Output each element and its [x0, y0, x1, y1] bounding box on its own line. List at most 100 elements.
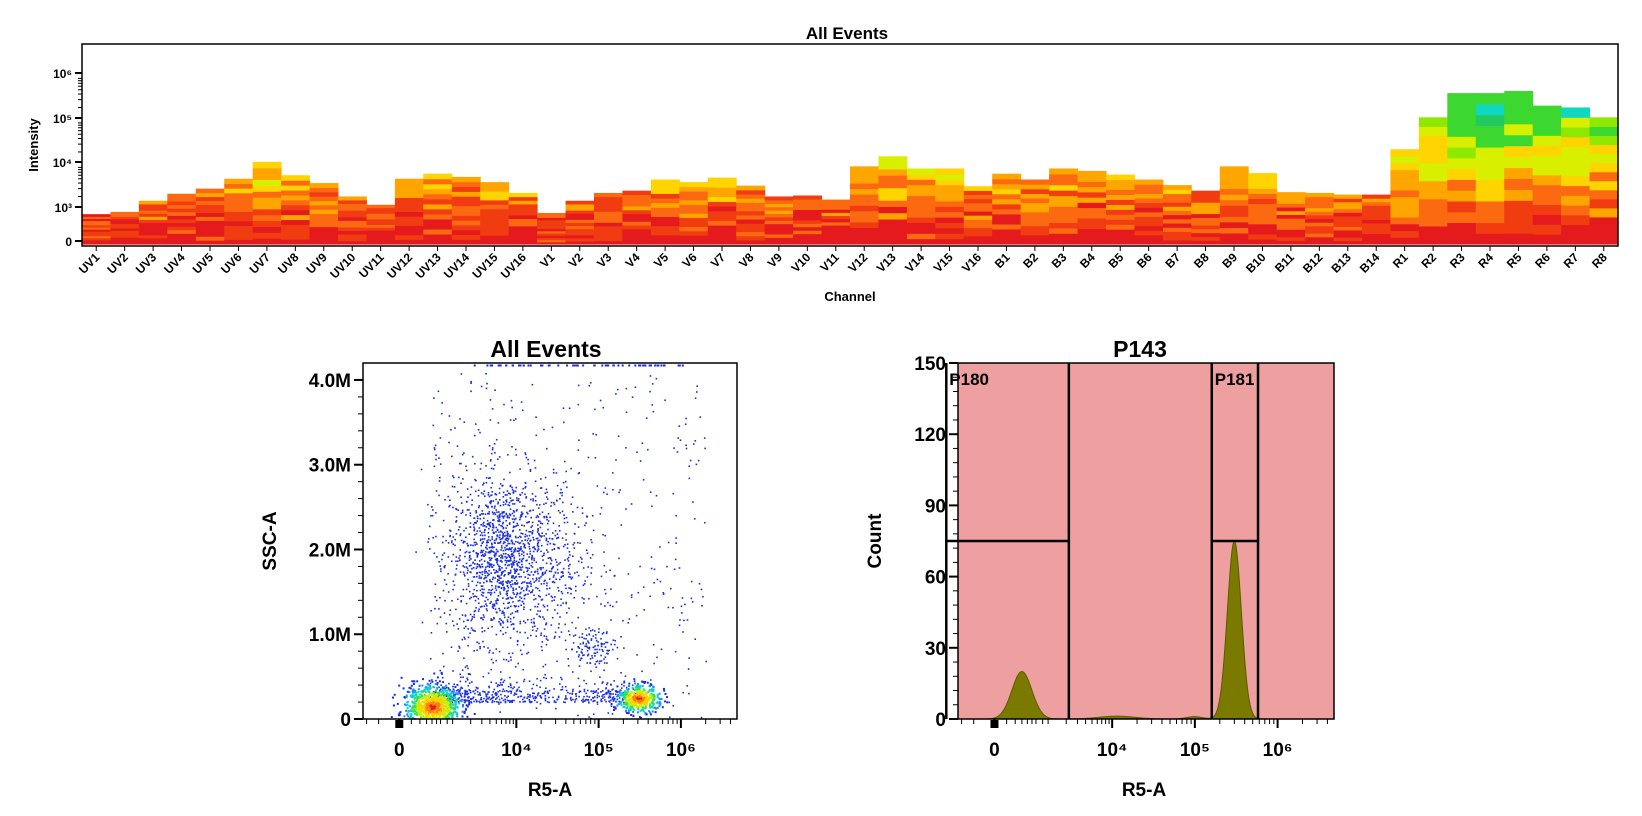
spectrum-cell [707, 196, 737, 202]
scatter-point [553, 503, 556, 506]
scatter-point [655, 494, 658, 497]
scatter-point [529, 364, 532, 367]
scatter-point [543, 676, 545, 679]
spectrum-cell [1106, 174, 1135, 181]
spectrum-cell [167, 193, 197, 198]
scatter-point [463, 421, 466, 423]
scatter-point [559, 578, 561, 581]
scatter-point [479, 701, 481, 704]
scatter-point [493, 700, 496, 703]
scatter-point [447, 556, 450, 558]
scatter-point [635, 698, 638, 701]
scatter-point [539, 616, 542, 618]
scatter-point [499, 540, 502, 543]
spectrum-cell [1106, 209, 1135, 215]
histogram-gate[interactable]: P181 [1210, 363, 1260, 719]
scatter-point [548, 537, 551, 540]
scatter-point [531, 561, 534, 564]
spectrum-cell [650, 225, 680, 231]
spectrum-cell [992, 173, 1022, 180]
scatter-point [482, 700, 485, 703]
scatter-point [563, 421, 565, 424]
scatter-point [643, 702, 646, 705]
scatter-point [643, 701, 646, 704]
scatter-y-tick-label: 4.0M [309, 371, 351, 392]
scatter-point [423, 688, 426, 691]
scatter-point [420, 714, 423, 717]
scatter-point [576, 571, 578, 573]
scatter-point [633, 700, 636, 703]
scatter-point [578, 654, 580, 656]
scatter-point [479, 530, 481, 532]
scatter-point [536, 542, 539, 545]
scatter-point [534, 697, 537, 699]
spectrum-cell [707, 210, 737, 217]
spectrum-column [1020, 179, 1050, 245]
spectrum-cell [764, 237, 794, 242]
spectrum-column [281, 175, 311, 245]
scatter-point [511, 652, 514, 655]
scatter-point [465, 550, 468, 553]
scatter-point [445, 700, 448, 702]
spectrum-cell [1134, 193, 1164, 199]
scatter-point [450, 646, 453, 648]
scatter-point [405, 709, 408, 712]
scatter-point [431, 716, 434, 719]
spectrum-cell [252, 191, 282, 198]
scatter-point [398, 712, 401, 715]
scatter-point [579, 556, 582, 559]
scatter-point [454, 427, 456, 429]
spectrum-cell [1134, 216, 1164, 222]
scatter-point [495, 569, 498, 572]
spectrum-cell [679, 208, 709, 214]
spectrum-cell [1077, 228, 1107, 235]
scatter-point [432, 700, 434, 703]
scatter-point [501, 522, 504, 525]
scatter-point [531, 558, 533, 561]
scatter-point [500, 678, 503, 681]
scatter-point [639, 364, 642, 367]
scatter-point [497, 550, 499, 553]
scatter-point [525, 587, 528, 589]
scatter-point [425, 687, 428, 690]
scatter-point [547, 513, 550, 515]
spectrum-cell [423, 218, 453, 225]
scatter-point [458, 697, 461, 699]
scatter-point [462, 588, 465, 591]
spectrum-cell [565, 234, 595, 239]
scatter-point [538, 577, 541, 580]
scatter-point [643, 697, 646, 700]
spectrum-cell [394, 192, 424, 198]
spectrum-cell [82, 231, 111, 234]
scatter-point [605, 641, 607, 644]
scatter-point [603, 696, 606, 698]
scatter-point [470, 700, 472, 703]
scatter-point [406, 701, 409, 704]
scatter-point [605, 687, 607, 689]
scatter-point [583, 637, 585, 640]
scatter-point [627, 690, 630, 693]
spectrum-cell [650, 193, 680, 199]
spectrum-cell [1532, 214, 1562, 225]
scatter-point [644, 692, 647, 695]
scatter-point [477, 581, 479, 584]
scatter-point [548, 689, 551, 692]
scatter-point [502, 515, 505, 518]
scatter-x-label: R5-A [528, 780, 573, 801]
scatter-point [483, 531, 486, 534]
scatter-point [478, 608, 480, 610]
scatter-point [507, 515, 509, 517]
scatter-point [593, 691, 596, 693]
scatter-point [485, 576, 488, 579]
scatter-point [583, 602, 585, 604]
scatter-point [500, 571, 503, 574]
scatter-point [515, 605, 517, 607]
scatter-point [500, 587, 503, 590]
scatter-point [449, 705, 452, 708]
spectrum-cell [1276, 218, 1306, 223]
scatter-point [698, 582, 701, 585]
scatter-point [504, 564, 507, 566]
histogram-gate[interactable]: P180 [945, 363, 1071, 719]
scatter-point [468, 551, 470, 554]
